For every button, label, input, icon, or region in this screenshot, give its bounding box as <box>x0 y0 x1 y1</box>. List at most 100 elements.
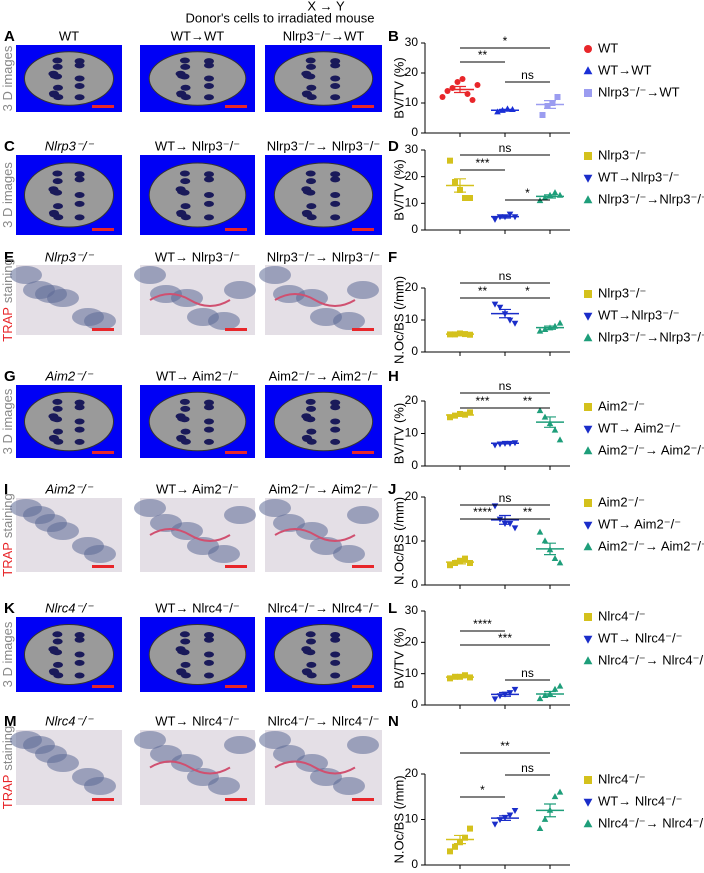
bone-pore <box>203 82 214 89</box>
y-axis-label: N.Oc/BS (/mm) <box>391 276 406 364</box>
bone-pore <box>74 82 85 89</box>
bone-pore <box>302 669 313 676</box>
data-point <box>462 195 468 201</box>
scale-bar <box>352 565 374 568</box>
image-label: WT→ Aim2⁻/⁻ <box>156 368 239 383</box>
panel-letter: G <box>4 368 16 385</box>
bone-pore <box>306 63 317 70</box>
marrow-region <box>296 754 328 772</box>
legend-marker <box>583 312 593 321</box>
scale-bar <box>92 228 114 231</box>
bone-pore <box>330 75 341 82</box>
scale-bar <box>352 228 374 231</box>
y-tick-label: 10 <box>405 312 419 326</box>
data-point <box>452 843 458 850</box>
y-axis-label: BV/TV (%) <box>391 627 406 688</box>
image-label: WT→ Aim2⁻/⁻ <box>156 481 239 496</box>
significance-label: * <box>503 34 508 48</box>
legend-label: Nlrc4⁻/⁻ <box>598 771 646 786</box>
bone-pore <box>330 672 341 679</box>
image-label: WT→ Nlrc4⁻/⁻ <box>155 600 240 615</box>
bone-pore <box>204 75 214 82</box>
marrow-region <box>150 745 182 763</box>
bone-pore <box>203 672 214 679</box>
data-point <box>554 94 561 100</box>
legend-marker <box>583 333 593 342</box>
bone-pore <box>330 659 341 666</box>
marrow-region <box>150 514 182 532</box>
bone-pore <box>306 203 317 210</box>
error-bar <box>544 690 556 698</box>
significance-label: ** <box>478 48 488 62</box>
significance-label: **** <box>473 505 492 519</box>
y-tick-label: 20 <box>405 766 419 780</box>
bone-pore <box>330 94 341 101</box>
bone-pore <box>203 438 214 445</box>
significance-label: ** <box>500 739 510 753</box>
data-point <box>556 436 564 443</box>
bone-pore <box>179 649 190 656</box>
bone-pore <box>305 416 316 423</box>
data-point <box>556 559 564 566</box>
image-label: Nlrc4⁻/⁻ <box>45 713 94 728</box>
data-point <box>551 793 559 800</box>
legend-label: Nlrp3⁻/⁻ <box>598 147 646 162</box>
bone-pore <box>74 58 85 65</box>
bone-pore <box>52 405 63 412</box>
data-point <box>536 407 544 414</box>
data-point <box>506 317 514 324</box>
bone-structure <box>273 51 374 106</box>
y-tick-label: 10 <box>405 666 419 680</box>
bone-pore <box>74 200 85 207</box>
marrow-region <box>134 499 166 517</box>
side-label: TRAP staining <box>0 258 15 341</box>
data-point <box>556 319 564 326</box>
bone-pore <box>74 399 85 406</box>
bone-structure <box>273 391 374 452</box>
significance-label: ** <box>478 284 488 298</box>
significance-label: ns <box>499 141 512 155</box>
y-tick-label: 0 <box>411 125 418 139</box>
marrow-region <box>273 514 305 532</box>
trap-stain <box>149 293 231 307</box>
legend-label: Aim2⁻/⁻→ Aim2⁻/⁻ <box>598 538 704 553</box>
y-tick-label: 20 <box>405 635 419 649</box>
significance-label: *** <box>498 631 512 645</box>
bone-pore <box>52 84 63 91</box>
image-label: WT→ Nlrp3⁻/⁻ <box>155 138 240 153</box>
legend-marker <box>584 45 592 53</box>
legend-marker <box>584 403 592 411</box>
header-subtitle: Donor's cells to irradiated mouse <box>186 10 375 25</box>
bone-structure <box>23 391 115 452</box>
scale-bar <box>352 451 374 454</box>
error-bar <box>544 416 556 428</box>
y-tick-label: 0 <box>411 577 418 591</box>
image-label: Aim2⁻/⁻ <box>45 368 94 383</box>
marrow-region <box>259 499 291 517</box>
error-bar <box>499 514 511 525</box>
bone-pore <box>306 428 317 435</box>
scale-bar <box>92 565 114 568</box>
marrow-region <box>296 522 328 540</box>
error-bar <box>544 325 556 330</box>
bone-pore <box>330 426 341 433</box>
bone-pore <box>52 661 63 668</box>
legend-marker <box>583 521 593 530</box>
data-point <box>447 157 453 164</box>
bone-pore <box>52 63 63 70</box>
bone-pore <box>306 661 317 668</box>
error-bar <box>454 85 466 94</box>
y-tick-label: 20 <box>405 169 419 183</box>
side-label: 3 D images <box>0 621 15 687</box>
bone-structure <box>148 391 247 452</box>
data-point <box>439 94 446 101</box>
bone-pore <box>203 399 214 406</box>
y-axis-label: BV/TV (%) <box>391 57 406 118</box>
side-label-part: TRAP <box>0 307 15 342</box>
bone-pore <box>204 651 214 658</box>
marrow-region <box>224 506 256 524</box>
marrow-region <box>72 537 104 555</box>
significance-label: ns <box>499 491 512 505</box>
error-bar <box>499 214 511 219</box>
